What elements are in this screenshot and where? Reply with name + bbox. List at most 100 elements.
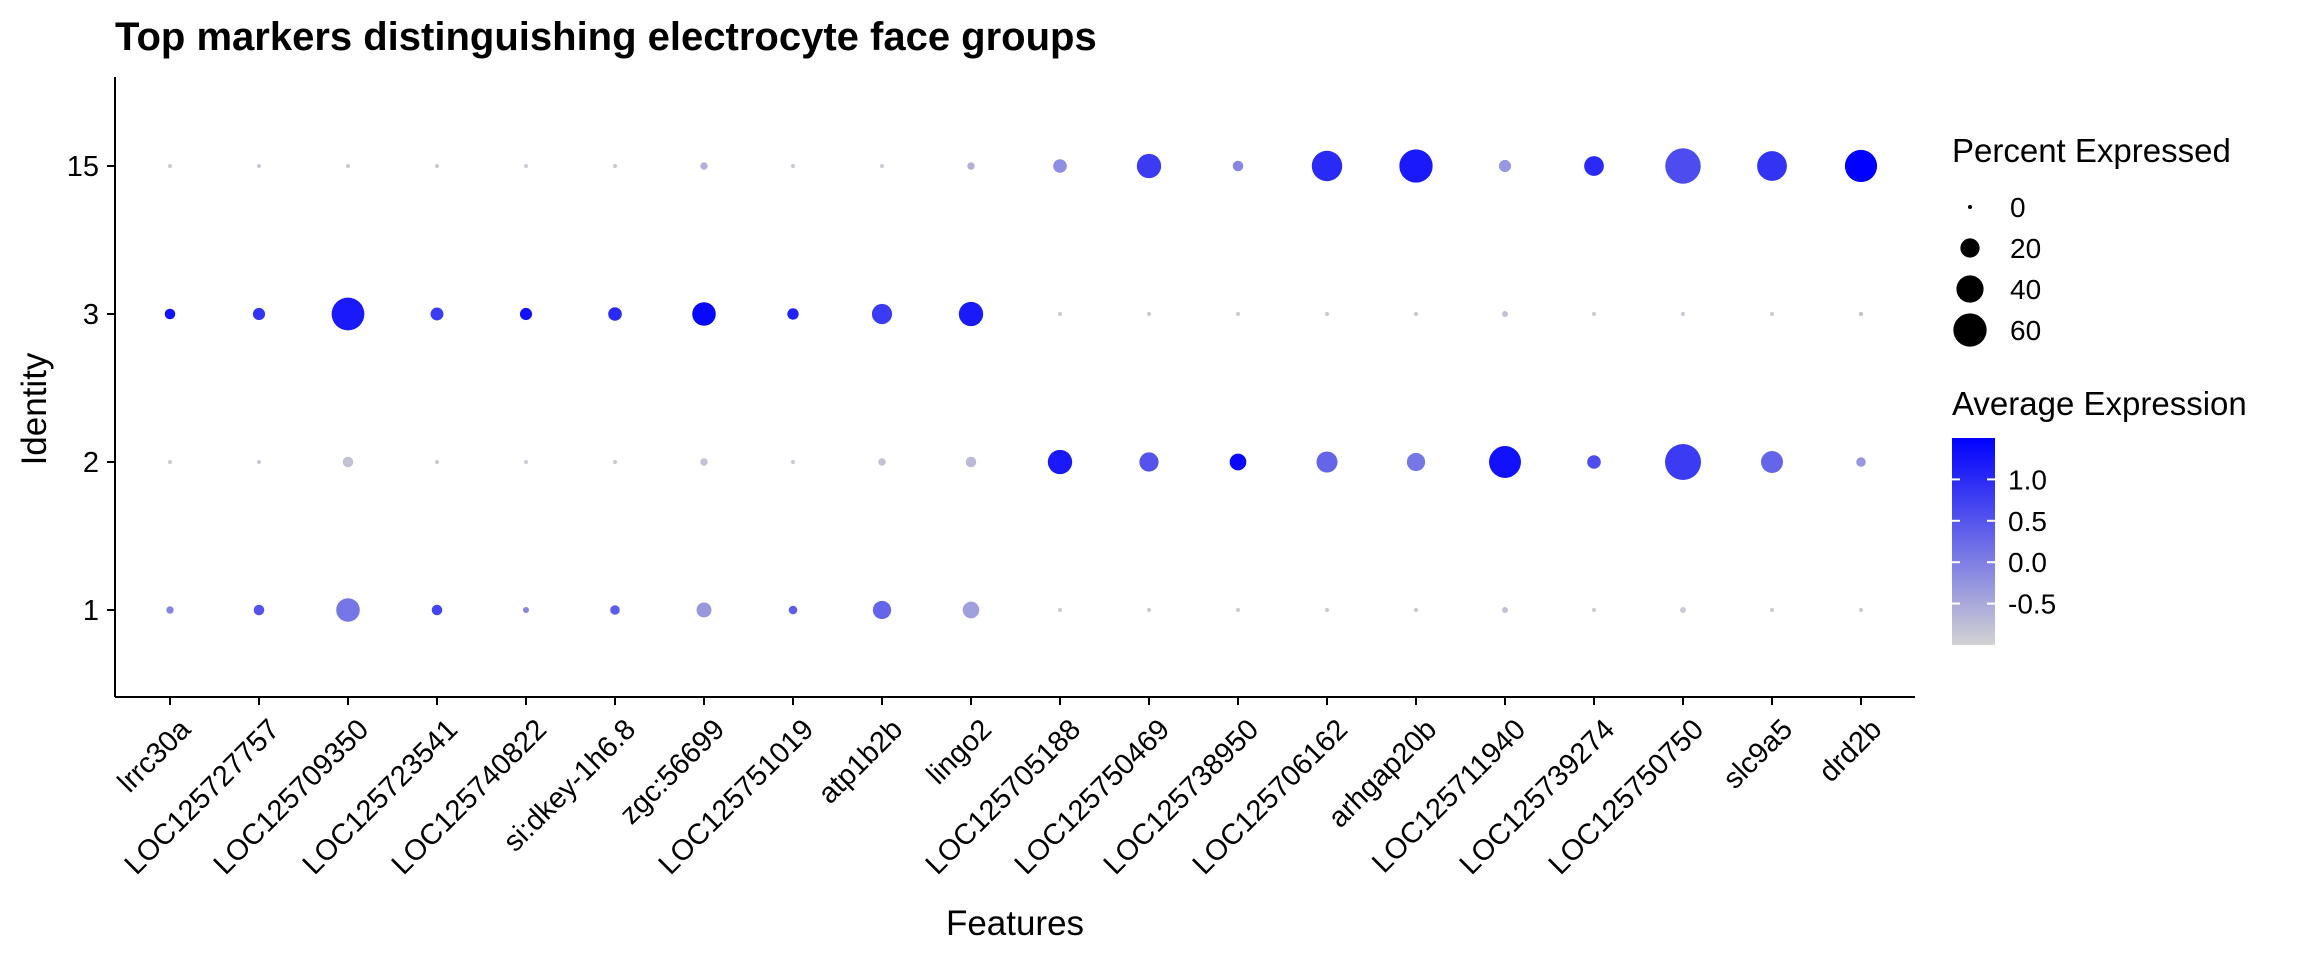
dot-2-LOC125706162 bbox=[1316, 451, 1338, 473]
size-legend-dot bbox=[1960, 238, 1980, 258]
size-legend-title: Percent Expressed bbox=[1952, 132, 2231, 169]
x-tick-label: lrrc30a bbox=[112, 713, 198, 799]
size-legend-label: 60 bbox=[2010, 315, 2041, 346]
y-tick-label: 3 bbox=[83, 299, 99, 331]
x-tick-label: LOC125723541 bbox=[297, 713, 464, 880]
dot-1-LOC125751019 bbox=[788, 605, 798, 615]
dot-15-LOC125727757 bbox=[256, 163, 262, 169]
x-axis-ticks: lrrc30aLOC125727757LOC125709350LOC125723… bbox=[112, 697, 1888, 881]
dot-1-LOC125709350 bbox=[336, 598, 360, 622]
dot-3-LOC125739274 bbox=[1591, 311, 1597, 317]
dot-1-arhgap20b bbox=[1413, 607, 1419, 613]
x-tick-label: LOC125751019 bbox=[653, 713, 820, 880]
plot-panel bbox=[114, 77, 1915, 698]
dot-1-LOC125705188 bbox=[1057, 607, 1063, 613]
dot-15-LOC125750469 bbox=[1136, 153, 1162, 179]
y-axis-title: Identity bbox=[15, 352, 54, 465]
dot-3-slc9a5 bbox=[1769, 311, 1775, 317]
x-tick-label: lingo2 bbox=[921, 713, 998, 790]
dot-2-si:dkey-1h6.8 bbox=[612, 459, 618, 465]
size-legend: Percent Expressed 0 20 40 60 bbox=[1952, 132, 2231, 347]
dot-15-LOC125750750 bbox=[1665, 148, 1701, 184]
color-legend-label: 0.0 bbox=[2008, 547, 2047, 578]
size-legend-label: 20 bbox=[2010, 233, 2041, 264]
x-axis-title: Features bbox=[946, 904, 1084, 943]
dot-3-LOC125711940 bbox=[1501, 310, 1509, 318]
dot-2-lingo2 bbox=[965, 456, 977, 468]
color-legend: Average Expression 1.0 0.5 0.0 -0.5 bbox=[1952, 385, 2247, 645]
dot-2-LOC125750469 bbox=[1139, 452, 1159, 472]
color-legend-label: 1.0 bbox=[2008, 464, 2047, 495]
dot-15-arhgap20b bbox=[1399, 149, 1433, 183]
y-axis-ticks: 1 2 3 15 bbox=[67, 151, 115, 627]
x-tick-label: LOC125706162 bbox=[1187, 713, 1354, 880]
dot-2-slc9a5 bbox=[1761, 451, 1783, 473]
dot-2-LOC125705188 bbox=[1047, 449, 1073, 475]
dot-15-LOC125739274 bbox=[1584, 156, 1604, 176]
dot-15-zgc:56699 bbox=[700, 162, 708, 170]
dot-15-lingo2 bbox=[967, 162, 975, 170]
dot-3-drd2b bbox=[1858, 311, 1864, 317]
color-legend-label: -0.5 bbox=[2008, 589, 2056, 620]
dot-15-LOC125709350 bbox=[345, 163, 351, 169]
dot-2-LOC125738950 bbox=[1229, 453, 1247, 471]
dot-1-atp1b2b bbox=[872, 600, 892, 620]
dot-15-LOC125740822 bbox=[523, 163, 529, 169]
x-tick-label: slc9a5 bbox=[1717, 713, 1799, 795]
dot-1-LOC125727757 bbox=[253, 604, 265, 616]
dot-2-drd2b bbox=[1856, 457, 1866, 467]
dot-15-LOC125723541 bbox=[434, 163, 440, 169]
dot-1-LOC125711940 bbox=[1501, 606, 1509, 614]
dot-3-atp1b2b bbox=[871, 303, 893, 325]
dot-15-LOC125705188 bbox=[1053, 159, 1067, 173]
dot-2-LOC125739274 bbox=[1587, 455, 1601, 469]
dot-15-lrrc30a bbox=[167, 163, 173, 169]
x-tick-label: LOC125727757 bbox=[119, 713, 286, 880]
x-tick-label: LOC125711940 bbox=[1366, 713, 1532, 879]
size-legend-dot bbox=[1968, 205, 1972, 209]
dot-2-LOC125750750 bbox=[1665, 444, 1701, 480]
dot-1-LOC125738950 bbox=[1235, 607, 1241, 613]
dot-3-LOC125727757 bbox=[252, 307, 266, 321]
y-tick-label: 1 bbox=[83, 595, 99, 627]
dot-1-LOC125706162 bbox=[1324, 607, 1330, 613]
dot-15-LOC125738950 bbox=[1232, 160, 1244, 172]
dot-2-arhgap20b bbox=[1406, 452, 1426, 472]
dot-15-drd2b bbox=[1844, 149, 1878, 183]
x-tick-label: LOC125738950 bbox=[1098, 713, 1265, 880]
dot-1-slc9a5 bbox=[1769, 607, 1775, 613]
dot-1-zgc:56699 bbox=[696, 602, 712, 618]
dot-1-lingo2 bbox=[962, 601, 980, 619]
x-tick-label: LOC125750469 bbox=[1009, 713, 1176, 880]
dot-1-LOC125739274 bbox=[1591, 607, 1597, 613]
dot-3-si:dkey-1h6.8 bbox=[608, 307, 622, 321]
y-tick-label: 2 bbox=[83, 447, 99, 479]
dot-3-lrrc30a bbox=[164, 308, 176, 320]
dot-3-arhgap20b bbox=[1413, 311, 1419, 317]
dot-2-LOC125727757 bbox=[256, 459, 262, 465]
dot-2-atp1b2b bbox=[878, 458, 886, 466]
dot-3-zgc:56699 bbox=[692, 302, 716, 326]
dot-15-slc9a5 bbox=[1757, 151, 1787, 181]
dots-layer bbox=[164, 148, 1878, 622]
size-legend-label: 40 bbox=[2010, 274, 2041, 305]
dot-3-LOC125709350 bbox=[331, 297, 365, 331]
color-legend-bar bbox=[1952, 438, 1995, 645]
dot-3-LOC125751019 bbox=[787, 308, 799, 320]
dot-2-zgc:56699 bbox=[700, 458, 708, 466]
dot-1-lrrc30a bbox=[166, 606, 174, 614]
dot-2-LOC125740822 bbox=[523, 459, 529, 465]
dot-3-LOC125740822 bbox=[519, 307, 533, 321]
x-tick-label: LOC125705188 bbox=[920, 713, 1087, 880]
dot-1-LOC125740822 bbox=[522, 606, 530, 614]
dot-15-si:dkey-1h6.8 bbox=[612, 163, 618, 169]
size-legend-dot bbox=[1956, 275, 1984, 303]
color-legend-label: 0.5 bbox=[2008, 506, 2047, 537]
dot-2-LOC125709350 bbox=[342, 456, 354, 468]
dot-1-drd2b bbox=[1858, 607, 1864, 613]
dot-3-LOC125750750 bbox=[1680, 311, 1686, 317]
dot-2-LOC125723541 bbox=[434, 459, 440, 465]
chart-title: Top markers distinguishing electrocyte f… bbox=[115, 15, 1097, 59]
dot-2-LOC125751019 bbox=[790, 459, 796, 465]
x-tick-label: LOC125750750 bbox=[1543, 713, 1710, 880]
